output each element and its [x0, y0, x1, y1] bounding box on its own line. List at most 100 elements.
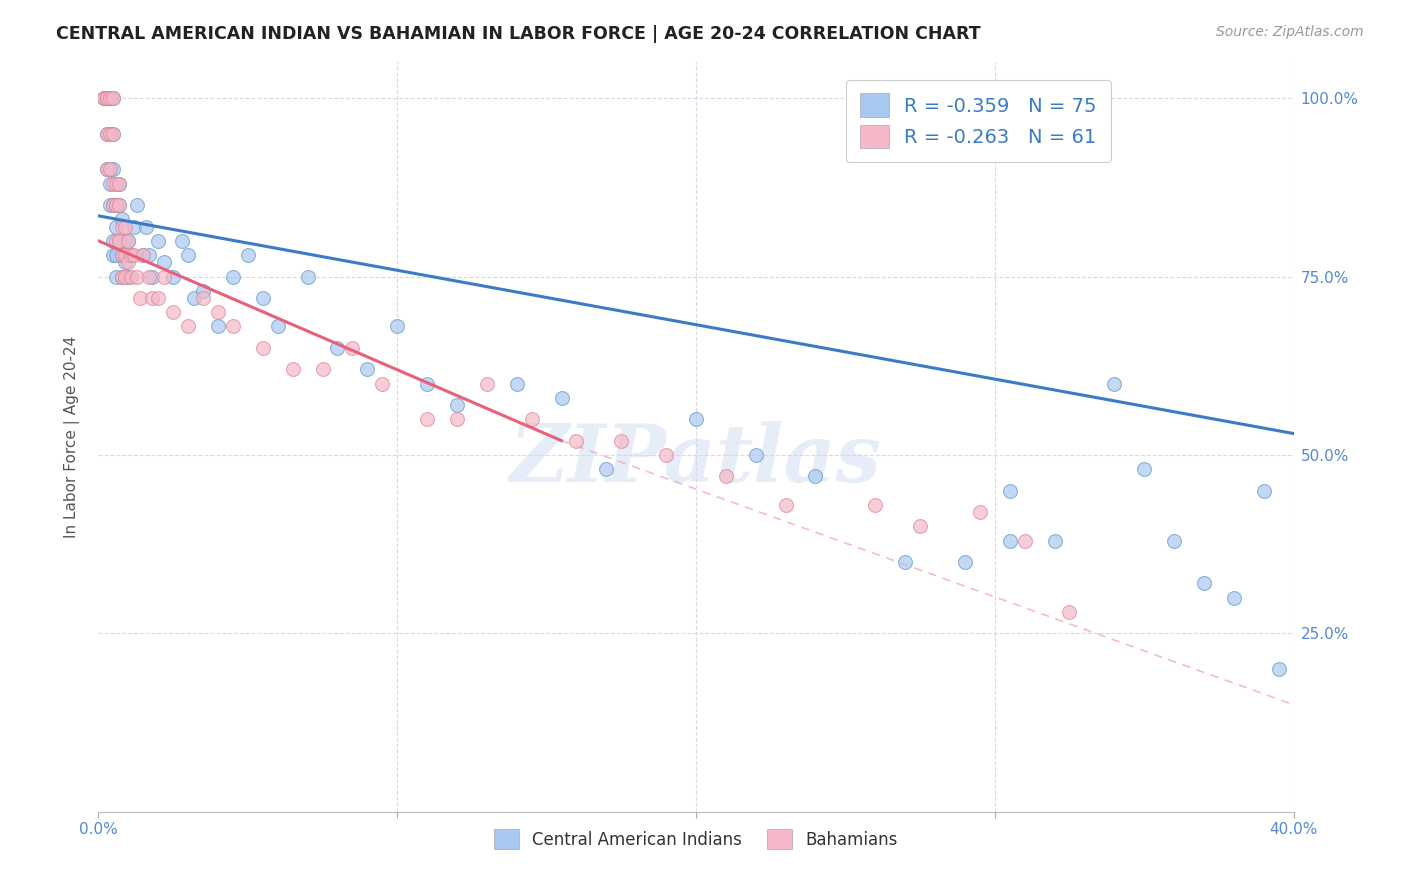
Point — [98, 162, 122, 177]
Point — [98, 91, 122, 105]
Point — [117, 255, 139, 269]
Point — [96, 91, 118, 105]
Point — [105, 177, 128, 191]
Point — [520, 412, 543, 426]
Point — [124, 219, 146, 234]
Point — [446, 412, 468, 426]
Point — [183, 291, 205, 305]
Point — [98, 127, 122, 141]
Legend: Central American Indians, Bahamians: Central American Indians, Bahamians — [488, 822, 904, 855]
Point — [1253, 483, 1275, 498]
Point — [153, 255, 176, 269]
Text: Source: ZipAtlas.com: Source: ZipAtlas.com — [1216, 25, 1364, 39]
Point — [98, 127, 122, 141]
Point — [1133, 462, 1156, 476]
Point — [162, 269, 184, 284]
Point — [998, 533, 1021, 548]
Text: CENTRAL AMERICAN INDIAN VS BAHAMIAN IN LABOR FORCE | AGE 20-24 CORRELATION CHART: CENTRAL AMERICAN INDIAN VS BAHAMIAN IN L… — [56, 25, 981, 43]
Point — [894, 555, 917, 569]
Point — [105, 269, 128, 284]
Point — [416, 412, 439, 426]
Point — [1192, 576, 1215, 591]
Point — [127, 198, 149, 212]
Point — [103, 248, 125, 262]
Point — [108, 198, 131, 212]
Point — [96, 162, 118, 177]
Point — [103, 162, 125, 177]
Point — [191, 284, 214, 298]
Point — [103, 198, 125, 212]
Point — [98, 91, 122, 105]
Point — [114, 248, 136, 262]
Point — [138, 248, 160, 262]
Point — [207, 305, 229, 319]
Point — [162, 305, 184, 319]
Point — [745, 448, 768, 462]
Point — [96, 162, 118, 177]
Text: ZIPatlas: ZIPatlas — [510, 421, 882, 499]
Point — [1043, 533, 1066, 548]
Point — [105, 248, 128, 262]
Point — [98, 177, 122, 191]
Point — [103, 198, 125, 212]
Point — [103, 234, 125, 248]
Point — [132, 248, 155, 262]
Point — [1163, 533, 1185, 548]
Point — [114, 255, 136, 269]
Point — [103, 91, 125, 105]
Point — [191, 291, 214, 305]
Point — [356, 362, 378, 376]
Point — [117, 269, 139, 284]
Point — [111, 248, 134, 262]
Point — [111, 269, 134, 284]
Point — [93, 91, 115, 105]
Point — [177, 319, 200, 334]
Point — [114, 269, 136, 284]
Point — [416, 376, 439, 391]
Point — [685, 412, 707, 426]
Point — [120, 248, 142, 262]
Point — [1267, 662, 1289, 676]
Point — [236, 248, 259, 262]
Point — [108, 177, 131, 191]
Point — [998, 483, 1021, 498]
Point — [135, 219, 157, 234]
Point — [105, 198, 128, 212]
Point — [1059, 605, 1081, 619]
Point — [148, 234, 170, 248]
Point — [342, 341, 364, 355]
Point — [103, 127, 125, 141]
Point — [114, 234, 136, 248]
Point — [804, 469, 827, 483]
Point — [252, 291, 274, 305]
Point — [969, 505, 991, 519]
Point — [153, 269, 176, 284]
Point — [96, 91, 118, 105]
Point — [252, 341, 274, 355]
Point — [385, 319, 409, 334]
Point — [117, 234, 139, 248]
Point — [111, 212, 134, 227]
Point — [138, 269, 160, 284]
Point — [550, 391, 572, 405]
Point — [1104, 376, 1126, 391]
Point — [1223, 591, 1246, 605]
Point — [93, 91, 115, 105]
Point — [506, 376, 529, 391]
Point — [93, 91, 115, 105]
Point — [111, 269, 134, 284]
Point — [96, 127, 118, 141]
Point — [610, 434, 633, 448]
Point — [207, 319, 229, 334]
Point — [714, 469, 737, 483]
Point — [775, 498, 797, 512]
Point — [96, 91, 118, 105]
Point — [96, 91, 118, 105]
Point — [124, 248, 146, 262]
Point — [98, 162, 122, 177]
Point — [103, 177, 125, 191]
Point — [98, 198, 122, 212]
Point — [111, 219, 134, 234]
Point — [117, 234, 139, 248]
Point — [865, 498, 887, 512]
